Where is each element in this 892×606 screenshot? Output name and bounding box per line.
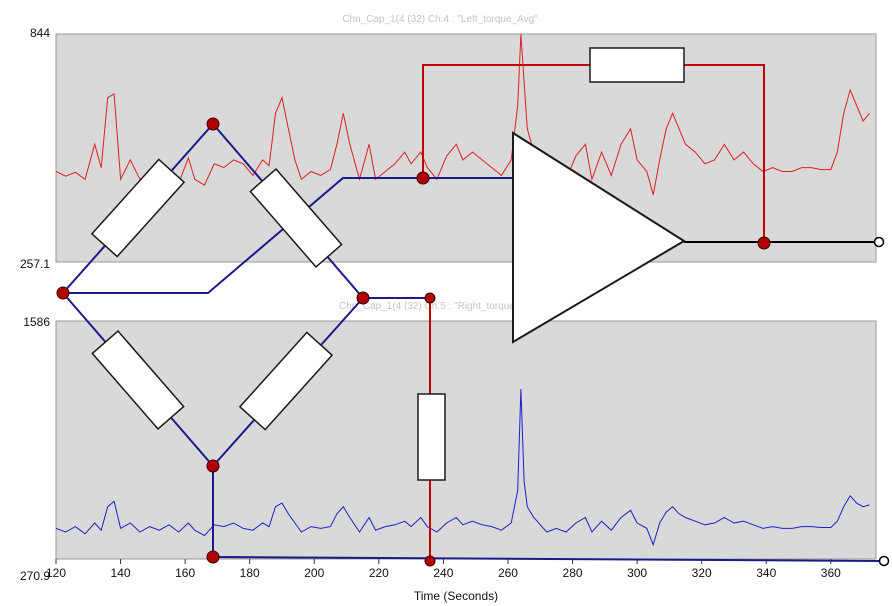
node-output (757, 236, 771, 250)
node-gain-ground (424, 555, 436, 567)
feedback-wire-right (684, 64, 765, 243)
x-tick-label: 300 (627, 566, 647, 580)
ground-rail (212, 556, 881, 562)
x-tick-label: 180 (240, 566, 260, 580)
x-tick-label: 140 (111, 566, 131, 580)
x-tick-label: 340 (756, 566, 776, 580)
node-bridge-bottom (206, 459, 220, 473)
bottom-ymax-label: 1586 (23, 315, 50, 329)
x-tick-label: 120 (46, 566, 66, 580)
top-ymax-label: 844 (30, 26, 50, 40)
x-axis-label: Time (Seconds) (414, 589, 498, 603)
x-tick-label: 320 (692, 566, 712, 580)
x-tick-label: 280 (563, 566, 583, 580)
right-torque-series-line (55, 388, 870, 547)
node-bridge-right (356, 291, 370, 305)
x-tick-label: 160 (175, 566, 195, 580)
top-panel-title: Chn_Cap_1(4 (32) Ch.4 : "Left_torque_Avg… (342, 14, 538, 25)
bottom-plot-area (55, 320, 877, 560)
circuit-nodes (56, 117, 771, 567)
node-bridge-left (56, 286, 70, 300)
feedback-network (422, 64, 765, 561)
node-feedback-in (416, 171, 430, 185)
resistor-r3 (91, 330, 185, 430)
feedback-wire-top (422, 64, 590, 178)
left-torque-series-line (55, 33, 870, 195)
node-ground (206, 550, 220, 564)
x-tick-label: 220 (369, 566, 389, 580)
op-amp-symbol (512, 131, 686, 344)
x-tick-label: 200 (304, 566, 324, 580)
x-axis-ticks: 120 140 160 180 200 220 240 260 280 300 320 340 360 (46, 559, 841, 580)
resistor-r2 (249, 168, 343, 268)
node-bridge-top (206, 117, 220, 131)
feedback-resistor (589, 47, 685, 83)
x-tick-label: 240 (433, 566, 453, 580)
x-tick-label: 260 (498, 566, 518, 580)
resistor-r4 (238, 331, 334, 431)
bottom-ymin-label: 270.9 (20, 569, 50, 583)
top-ymin-label: 257.1 (20, 257, 50, 271)
bridge-resistors (90, 158, 343, 431)
node-minus-in (424, 292, 436, 304)
resistor-r1 (90, 158, 186, 258)
ground-terminal (878, 555, 890, 567)
gain-resistor (417, 393, 446, 481)
x-tick-label: 360 (821, 566, 841, 580)
bottom-panel-title: Chn_Cap_1(4 (32) Ch.5 : "Right_torque_Av… (339, 301, 541, 312)
top-plot-area (55, 33, 877, 263)
output-terminal (873, 236, 885, 248)
